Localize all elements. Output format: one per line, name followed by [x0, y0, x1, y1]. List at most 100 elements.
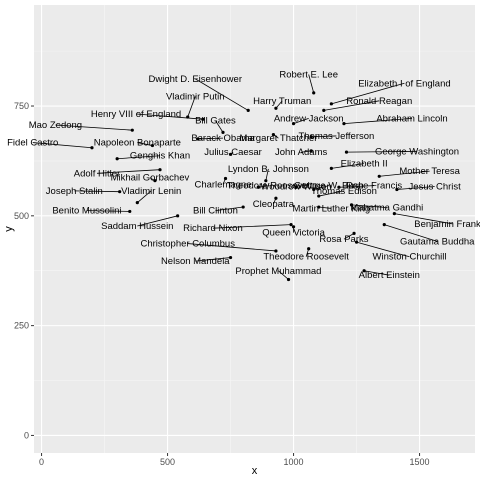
data-point: [337, 185, 341, 189]
point-label: Albert Einstein: [359, 270, 420, 281]
data-point: [289, 223, 293, 227]
point-label: Robert E. Lee: [279, 69, 338, 80]
data-point: [256, 185, 260, 189]
point-label: Fidel Castro: [7, 138, 58, 149]
data-point: [246, 108, 250, 113]
data-point: [128, 209, 132, 214]
data-point: [274, 249, 278, 253]
leader-line: [338, 185, 375, 188]
data-point: [274, 106, 278, 110]
leader-line: [55, 124, 133, 131]
data-point: [312, 91, 316, 95]
data-point: [354, 240, 359, 244]
leader-line: [293, 118, 309, 124]
leader-line: [215, 206, 244, 212]
leader-line: [265, 168, 269, 181]
leader-line: [394, 213, 453, 225]
data-point: [352, 231, 356, 235]
point-label: Theodore Roosevelt: [227, 181, 313, 192]
label-leader-lines: [32, 74, 453, 280]
point-label: George W. Bush: [294, 181, 364, 192]
leader-line: [384, 224, 438, 242]
data-point: [150, 143, 155, 148]
data-point: [186, 115, 190, 119]
point-label: Bill Gates: [195, 116, 236, 127]
data-point: [329, 102, 333, 106]
leader-line: [137, 190, 152, 203]
leader-line: [96, 169, 161, 174]
leader-line: [278, 270, 289, 280]
point-label: Ronald Reagan: [346, 96, 412, 107]
data-point: [312, 187, 316, 192]
point-label: Saddam Hussein: [101, 221, 173, 232]
leader-line: [323, 100, 380, 111]
leader-line: [275, 100, 283, 109]
data-point: [274, 196, 278, 200]
x-tick-label: 500: [160, 457, 175, 467]
point-label: Mahatma Gandhi: [350, 203, 423, 214]
y-tick-label: 250: [14, 321, 29, 331]
data-point: [221, 130, 225, 134]
point-label: Thomas Jefferson: [298, 131, 374, 142]
point-label: Margaret Thatcher: [239, 133, 317, 144]
point-label: Dwight D. Eisenhower: [149, 74, 242, 85]
point-label: Woodrow Wilson: [261, 181, 332, 192]
point-label: Benito Mussolini: [52, 206, 121, 217]
data-point: [344, 150, 349, 154]
point-label: Elizabeth II: [341, 159, 388, 170]
data-point: [115, 157, 119, 161]
point-label: Vladimir Putin: [166, 91, 225, 102]
data-point: [317, 205, 321, 209]
data-point: [377, 174, 381, 178]
leader-line: [318, 190, 345, 197]
point-label: Henry VIII of England: [91, 109, 181, 120]
data-point: [286, 277, 291, 282]
point-label: Gautama Buddha: [400, 236, 475, 247]
leader-line: [356, 241, 410, 258]
data-point: [118, 190, 122, 194]
point-label: Richard Nixon: [183, 223, 243, 234]
leader-line: [351, 204, 387, 208]
point-label: Harry Truman: [253, 96, 311, 107]
point-label: Pope Francis: [346, 181, 402, 192]
leader-line: [301, 150, 312, 153]
leader-line: [308, 74, 315, 93]
leader-line: [86, 210, 130, 212]
data-point: [329, 166, 333, 170]
data-point: [291, 225, 296, 229]
leader-line: [32, 142, 92, 149]
point-label: Jesus Christ: [409, 181, 462, 192]
point-label: Bill Clinton: [193, 206, 238, 217]
data-point: [228, 255, 233, 260]
point-label: Charlemagne: [194, 179, 251, 190]
leader-line: [195, 78, 249, 111]
leader-line: [136, 113, 203, 120]
data-point: [309, 135, 313, 139]
point-label: Vladimir Lenin: [121, 186, 181, 197]
data-points: [90, 91, 399, 282]
data-point: [201, 117, 205, 121]
data-point: [317, 194, 321, 198]
point-label: Christopher Columbus: [140, 239, 235, 250]
y-tick-label: 0: [24, 430, 29, 440]
point-label: Mao Zedong: [29, 120, 82, 131]
data-point: [153, 179, 157, 183]
point-label: Mikhail Gorbachev: [111, 173, 190, 184]
point-label: Queen Victoria: [262, 228, 325, 239]
data-point: [176, 214, 180, 218]
point-label: Adolf Hitler: [74, 168, 120, 179]
leader-line: [197, 137, 224, 140]
leader-line: [195, 257, 231, 262]
point-label: Julius Caesar: [204, 147, 262, 158]
data-point: [309, 149, 313, 153]
data-point: [342, 121, 346, 126]
point-label: Theodore Roosevelt: [263, 252, 349, 263]
point-label: Martin Luther King: [293, 203, 371, 214]
y-axis-ticks: 0 250 500 750: [14, 101, 34, 440]
plot-panel: [34, 5, 475, 453]
point-label: Winston Churchill: [373, 252, 447, 263]
leader-line: [379, 170, 430, 177]
data-point: [264, 179, 268, 183]
leader-line: [331, 163, 365, 169]
